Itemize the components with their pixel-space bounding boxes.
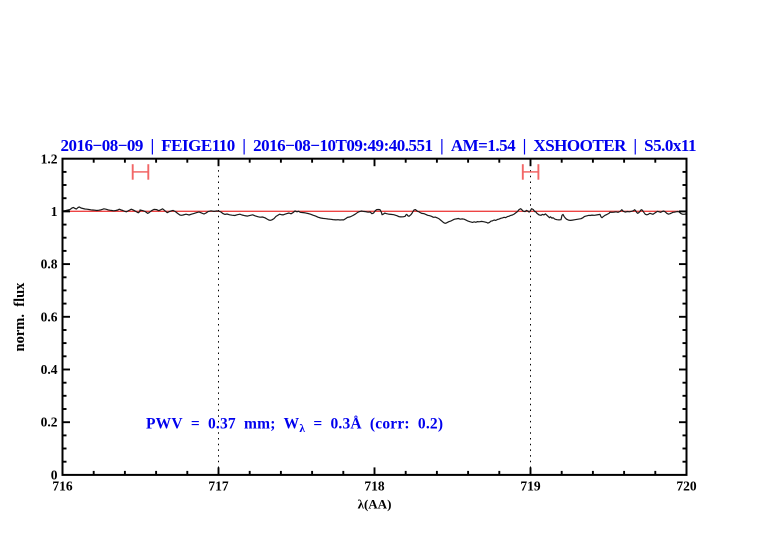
svg-text:0.8: 0.8	[41, 257, 58, 272]
svg-text:719: 719	[520, 479, 541, 494]
svg-text:716: 716	[52, 479, 73, 494]
svg-text:718: 718	[364, 479, 385, 494]
svg-text:0.6: 0.6	[41, 309, 58, 324]
svg-text:2016−08−09 | FEIGE110 | 20: 2016−08−09 | FEIGE110 | 2016−08−10T09:49…	[61, 136, 697, 155]
svg-text:720: 720	[676, 479, 697, 494]
svg-text:1.2: 1.2	[41, 151, 58, 166]
svg-text:0.2: 0.2	[41, 415, 58, 430]
svg-text:norm. flux: norm. flux	[12, 282, 28, 352]
svg-text:λ(AA): λ(AA)	[358, 497, 392, 512]
svg-text:0: 0	[51, 467, 58, 482]
svg-text:1: 1	[51, 204, 58, 219]
svg-text:717: 717	[208, 479, 229, 494]
svg-text:PWV = 0.37 mm; Wλ = 0.3Å: PWV = 0.37 mm; Wλ = 0.3Å (corr: 0.2)	[146, 415, 443, 435]
svg-text:0.4: 0.4	[41, 362, 58, 377]
